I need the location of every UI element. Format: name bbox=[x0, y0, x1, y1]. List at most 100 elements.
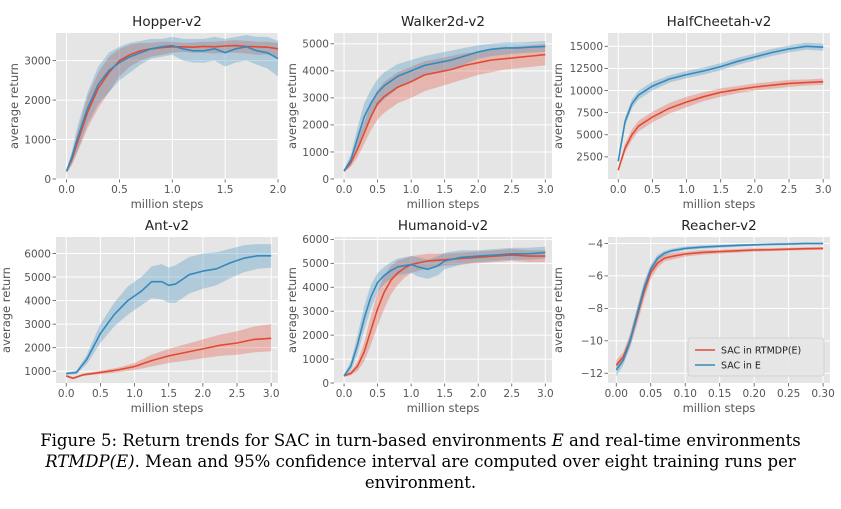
y-tick-label: 0 bbox=[322, 378, 329, 390]
x-tick-label: 0.0 bbox=[610, 184, 627, 196]
y-tick-label: 1000 bbox=[302, 147, 329, 159]
x-axis-label: million steps bbox=[683, 401, 756, 415]
x-tick-label: 1.0 bbox=[678, 184, 695, 196]
series-line-turn-based bbox=[66, 255, 272, 375]
caption-text-3: . Mean and 95% confidence interval are c… bbox=[134, 452, 796, 492]
x-tick-label: 0.5 bbox=[369, 388, 386, 400]
x-tick-label: 3.0 bbox=[263, 388, 280, 400]
x-tick-label: 2.0 bbox=[270, 184, 287, 196]
x-tick-label: 0.05 bbox=[639, 388, 662, 400]
y-tick-label: 2000 bbox=[24, 95, 51, 107]
y-tick-label: 0 bbox=[322, 174, 329, 186]
series-line-rtmdp bbox=[343, 254, 546, 377]
x-tick-label: 0.5 bbox=[111, 184, 128, 196]
y-tick-label: 15000 bbox=[570, 41, 603, 53]
x-tick-label: 1.5 bbox=[436, 388, 453, 400]
plot-data bbox=[65, 35, 278, 174]
chart-panel-2: 0.0 0.5 1.0 1.5 2.0 2.5 3.0 2500 5000 7500 10000 12… bbox=[551, 14, 832, 211]
y-tick-label: −10 bbox=[581, 336, 603, 348]
y-tick-label: 5000 bbox=[302, 39, 329, 51]
y-tick-label: 5000 bbox=[302, 258, 329, 270]
y-tick-label: 6000 bbox=[24, 248, 51, 260]
x-tick-label: 2.5 bbox=[781, 184, 798, 196]
series-line-turn-based bbox=[617, 45, 824, 162]
y-tick-label: 1000 bbox=[24, 366, 51, 378]
x-tick-label: 0.30 bbox=[811, 388, 834, 400]
y-tick-label: 7500 bbox=[576, 107, 603, 119]
x-tick-label: 2.5 bbox=[229, 388, 246, 400]
x-tick-label: 0.00 bbox=[605, 388, 628, 400]
caption-text-2: and real-time environments bbox=[563, 431, 801, 450]
x-tick-label: 1.0 bbox=[164, 184, 181, 196]
plot-data bbox=[617, 42, 824, 172]
x-tick-label: 1.5 bbox=[160, 388, 177, 400]
chart-title: Walker2d-v2 bbox=[401, 14, 485, 30]
chart-panel-3: 0.0 0.5 1.0 1.5 2.0 2.5 3.0 1000 2000 3000 4000 500… bbox=[0, 218, 280, 415]
y-axis-label: average return bbox=[7, 63, 21, 149]
series-line-rtmdp bbox=[65, 337, 272, 380]
y-axis-label: average return bbox=[285, 63, 299, 149]
series-line-rtmdp bbox=[617, 80, 824, 171]
x-tick-label: 1.5 bbox=[712, 184, 729, 196]
x-axis-label: million steps bbox=[407, 197, 480, 211]
chart-panel-4: 0.0 0.5 1.0 1.5 2.0 2.5 3.0 0 1000 2000 3000 4000 50… bbox=[285, 218, 554, 415]
y-axis-label: average return bbox=[285, 267, 299, 353]
y-tick-label: 1000 bbox=[302, 354, 329, 366]
y-tick-label: 1000 bbox=[24, 134, 51, 146]
x-axis-label: million steps bbox=[131, 197, 204, 211]
x-tick-label: 1.0 bbox=[403, 184, 420, 196]
y-tick-label: 3000 bbox=[24, 319, 51, 331]
x-tick-label: 0.20 bbox=[742, 388, 765, 400]
x-axis-label: million steps bbox=[407, 401, 480, 415]
y-tick-label: 10000 bbox=[570, 85, 603, 97]
chart-panel-0: 0.0 0.5 1.0 1.5 2.0 0 1000 2000 3000 Hopper-v2 mil… bbox=[7, 14, 286, 211]
x-tick-label: 0.0 bbox=[58, 388, 75, 400]
confidence-band-turn-based bbox=[344, 41, 546, 173]
y-tick-label: 3000 bbox=[24, 55, 51, 67]
x-tick-label: 2.0 bbox=[470, 184, 487, 196]
caption-symbol-e: E bbox=[551, 431, 564, 450]
plot-background bbox=[56, 33, 278, 179]
x-tick-label: 0.10 bbox=[674, 388, 697, 400]
series-line-turn-based bbox=[615, 242, 824, 371]
legend-label: SAC in RTMDP(E) bbox=[721, 346, 801, 357]
chart-title: Hopper-v2 bbox=[132, 14, 202, 30]
y-axis-label: average return bbox=[551, 63, 565, 149]
confidence-band-rtmdp bbox=[66, 40, 278, 174]
y-tick-label: 4000 bbox=[302, 282, 329, 294]
figure-caption: Figure 5: Return trends for SAC in turn-… bbox=[20, 430, 821, 493]
x-axis-label: million steps bbox=[683, 197, 756, 211]
y-tick-label: −4 bbox=[588, 238, 604, 250]
y-tick-label: −6 bbox=[588, 271, 604, 283]
x-tick-label: 0.15 bbox=[708, 388, 731, 400]
x-tick-label: 0.0 bbox=[336, 184, 353, 196]
x-tick-label: 0.5 bbox=[92, 388, 109, 400]
x-tick-label: 2.5 bbox=[503, 388, 520, 400]
series-line-turn-based bbox=[343, 45, 546, 172]
x-tick-label: 3.0 bbox=[815, 184, 832, 196]
y-tick-label: 3000 bbox=[302, 306, 329, 318]
x-tick-label: 0.25 bbox=[777, 388, 800, 400]
y-axis-label: average return bbox=[0, 267, 13, 353]
plot-data bbox=[343, 246, 546, 377]
x-tick-label: 2.0 bbox=[195, 388, 212, 400]
legend-box bbox=[687, 337, 825, 377]
x-axis-label: million steps bbox=[131, 401, 204, 415]
figure: 0.0 0.5 1.0 1.5 2.0 0 1000 2000 3000 Hopper-v2 mil… bbox=[0, 14, 835, 415]
y-tick-label: −12 bbox=[581, 368, 603, 380]
x-tick-label: 1.5 bbox=[436, 184, 453, 196]
plot-data bbox=[343, 41, 546, 173]
x-tick-label: 1.0 bbox=[126, 388, 143, 400]
x-tick-label: 0.0 bbox=[58, 184, 75, 196]
confidence-band-turn-based bbox=[344, 246, 546, 377]
caption-text-1: Figure 5: Return trends for SAC in turn-… bbox=[40, 431, 552, 450]
confidence-band-rtmdp bbox=[66, 324, 272, 380]
series-line-rtmdp bbox=[343, 53, 546, 172]
y-tick-label: 5000 bbox=[24, 272, 51, 284]
plot-data bbox=[615, 242, 824, 377]
x-tick-label: 2.0 bbox=[747, 184, 764, 196]
x-tick-label: 2.0 bbox=[470, 388, 487, 400]
y-tick-label: 4000 bbox=[302, 66, 329, 78]
y-tick-label: 2500 bbox=[576, 152, 603, 164]
y-tick-label: 6000 bbox=[302, 234, 329, 246]
